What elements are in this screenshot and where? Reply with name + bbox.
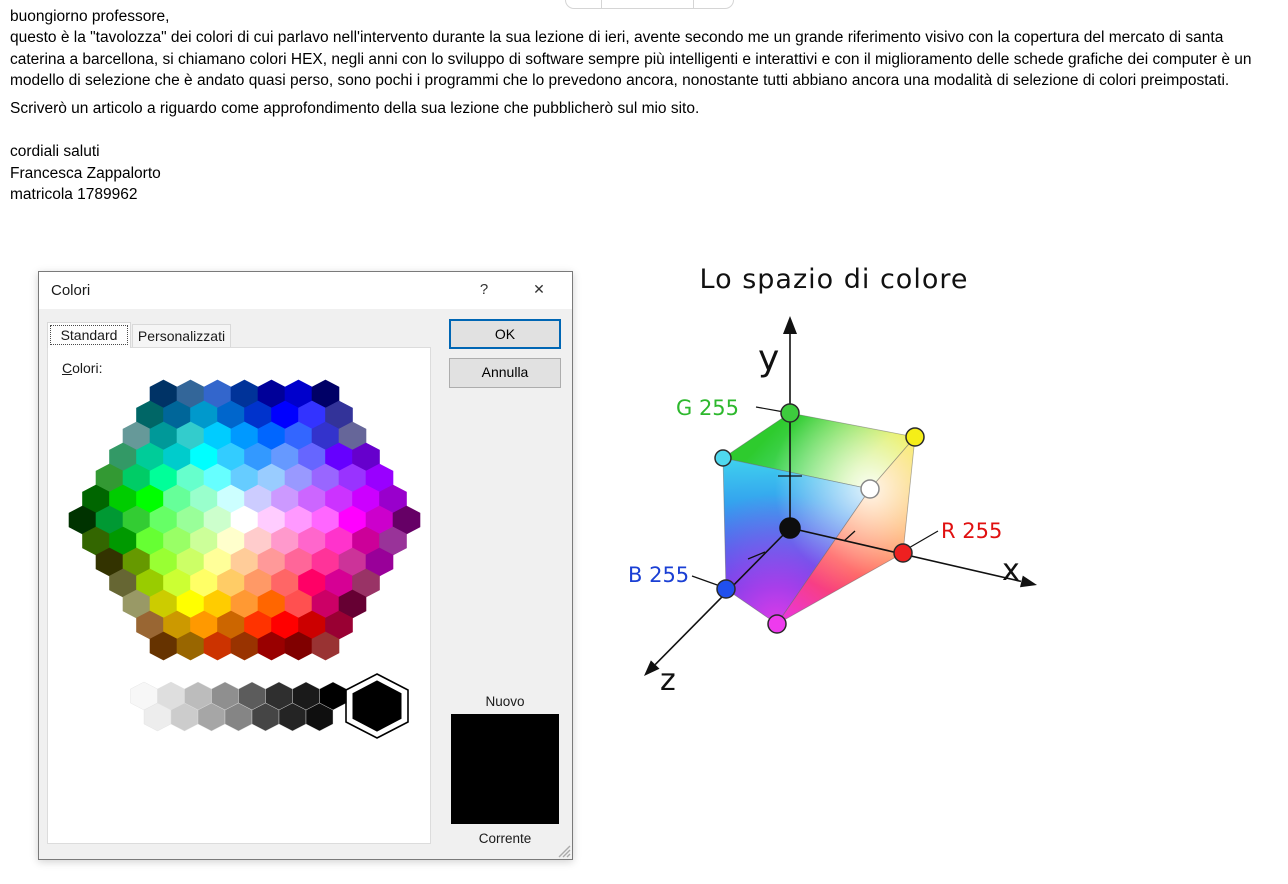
email-body: buongiorno professore, questo è la "tavo… xyxy=(10,6,1282,205)
palette-hex[interactable] xyxy=(311,631,340,661)
rgb-cube-diagram: G 255 R 255 B 255 y x z xyxy=(628,316,1037,698)
segment-divider xyxy=(601,0,602,8)
tab-standard-label: Standard xyxy=(60,327,118,343)
new-color-preview xyxy=(451,714,559,824)
magenta-corner-dot xyxy=(767,614,787,634)
email-paragraph: questo è la "tavolozza" dei colori di cu… xyxy=(10,29,1252,89)
z-axis-label: z xyxy=(660,663,676,698)
white-corner-dot xyxy=(860,479,880,499)
g255-leader-line xyxy=(755,406,785,413)
current-color-label: Corrente xyxy=(478,831,532,846)
email-article-line: Scriverò un articolo a riguardo come app… xyxy=(10,100,700,118)
y-axis-arrow xyxy=(783,316,797,334)
email-greeting: buongiorno professore, xyxy=(10,8,170,25)
b255-label: B 255 xyxy=(628,563,689,587)
black-corner-dot xyxy=(779,517,801,539)
email-closing: cordiali saluti xyxy=(10,143,100,161)
z-axis-arrow xyxy=(644,660,660,676)
standard-tab-panel: Colori: xyxy=(47,347,431,844)
x-axis-arrow xyxy=(1020,575,1037,588)
yellow-corner-dot xyxy=(905,427,925,447)
x-axis-tick xyxy=(843,530,856,542)
help-button[interactable]: ? xyxy=(479,281,489,298)
dialog-title: Colori xyxy=(51,282,91,299)
new-color-label: Nuovo xyxy=(485,694,525,709)
selected-hex-ring xyxy=(345,673,409,739)
cyan-corner-dot xyxy=(714,449,732,467)
r255-leader-line xyxy=(906,530,939,550)
r255-label: R 255 xyxy=(941,519,1002,543)
close-button[interactable]: ✕ xyxy=(533,281,545,297)
y-axis-label: y xyxy=(758,338,779,379)
color-hexagon-palette[interactable] xyxy=(48,348,430,843)
tab-personalizzati[interactable]: Personalizzati xyxy=(132,324,231,348)
green-corner-dot xyxy=(780,403,800,423)
g255-label: G 255 xyxy=(676,396,739,420)
diagram-title: Lo spazio di colore xyxy=(699,264,969,295)
colors-label: Colori: xyxy=(62,360,103,376)
blue-corner-dot xyxy=(716,579,736,599)
selected-color-hex xyxy=(352,680,402,732)
red-corner-dot xyxy=(893,543,913,563)
dialog-body: Standard Personalizzati Colori: OK Annul… xyxy=(39,309,572,859)
resize-grip-icon[interactable] xyxy=(557,844,571,858)
x-axis-label: x xyxy=(1002,553,1020,588)
ok-button[interactable]: OK xyxy=(449,319,561,349)
tab-personalizzati-label: Personalizzati xyxy=(137,328,226,344)
tab-standard[interactable]: Standard xyxy=(47,322,131,348)
b255-leader-line xyxy=(691,575,721,587)
email-sender-id: matricola 1789962 xyxy=(10,186,138,204)
gray-hex[interactable] xyxy=(305,702,334,732)
email-sender-name: Francesca Zappalorto xyxy=(10,164,161,182)
annulla-button[interactable]: Annulla xyxy=(449,358,561,388)
segment-divider xyxy=(693,0,694,8)
dialog-titlebar[interactable]: Colori ? ✕ xyxy=(39,272,572,309)
z-axis-tick xyxy=(747,551,766,560)
colors-dialog: Colori ? ✕ Standard Personalizzati Color… xyxy=(38,271,573,860)
